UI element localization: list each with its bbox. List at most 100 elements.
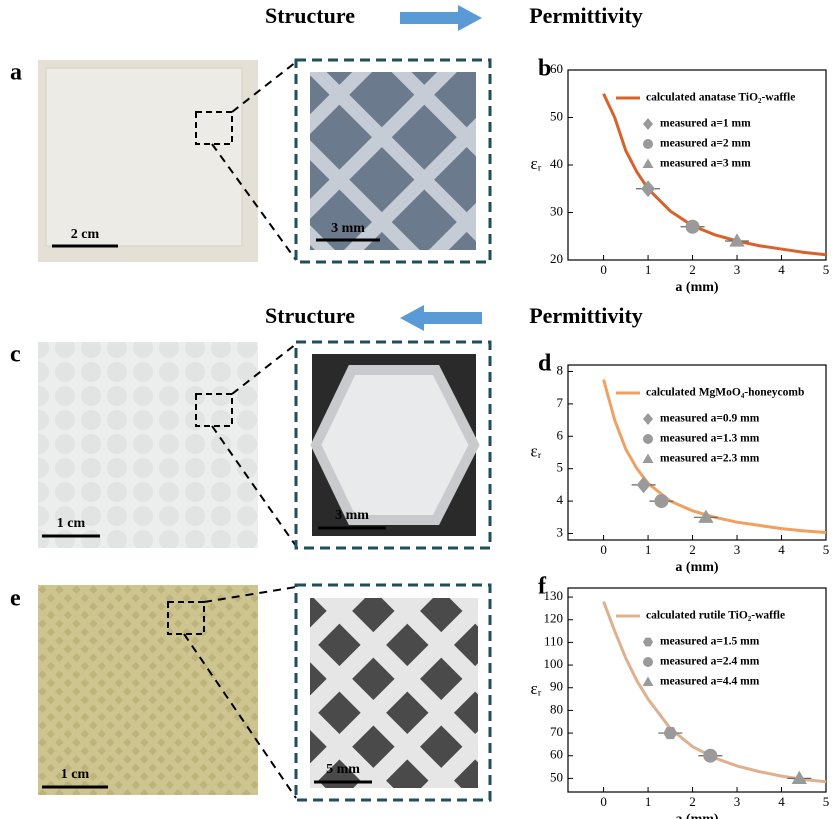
arrow <box>400 305 482 331</box>
marker <box>685 219 700 234</box>
legend-label: measured a=2 mm <box>660 138 751 150</box>
legend-swatch <box>643 657 653 667</box>
y-tick-label: 120 <box>544 611 564 626</box>
x-tick-label: 5 <box>823 262 830 277</box>
y-tick-label: 4 <box>557 492 564 507</box>
photo <box>38 342 258 548</box>
y-tick-label: 3 <box>557 525 564 540</box>
arrow <box>400 5 482 31</box>
legend-label: calculated MgMoO₄-honeycomb <box>646 387 804 399</box>
legend-label: measured a=1.3 mm <box>660 433 760 445</box>
y-axis-label: εᵣ <box>530 154 541 173</box>
zoom-line <box>203 586 297 603</box>
panel-label: d <box>538 351 552 377</box>
zoom-photo <box>310 598 478 788</box>
legend-label: calculated anatase TiO₂-waffle <box>646 92 795 104</box>
x-tick-label: 3 <box>734 262 741 277</box>
x-axis-label: a (mm) <box>675 812 718 819</box>
y-tick-label: 7 <box>557 395 564 410</box>
hexagon <box>310 365 480 525</box>
x-tick-label: 0 <box>600 262 607 277</box>
y-tick-label: 6 <box>557 427 564 442</box>
x-tick-label: 4 <box>778 794 785 809</box>
legend-swatch <box>643 118 653 130</box>
marker <box>641 180 656 198</box>
marker <box>654 494 669 509</box>
header-right: Permittivity <box>529 303 643 328</box>
scale-label: 5 mm <box>326 762 360 777</box>
x-tick-label: 3 <box>734 542 741 557</box>
plot-frame <box>567 587 827 793</box>
legend-label: measured a=2.4 mm <box>660 656 760 668</box>
y-tick-label: 20 <box>550 251 563 266</box>
y-tick-label: 70 <box>550 724 563 739</box>
photo <box>38 585 258 795</box>
y-axis-label: εᵣ <box>530 679 541 698</box>
y-tick-label: 90 <box>550 679 563 694</box>
marker <box>636 476 651 494</box>
x-tick-label: 1 <box>645 794 652 809</box>
x-tick-label: 0 <box>600 794 607 809</box>
y-tick-label: 50 <box>550 769 563 784</box>
legend-label: measured a=2.3 mm <box>660 453 760 465</box>
legend-label: measured a=1 mm <box>660 118 751 130</box>
y-axis-label: εᵣ <box>530 441 541 460</box>
marker <box>698 509 714 523</box>
y-tick-label: 5 <box>557 460 564 475</box>
x-tick-label: 2 <box>689 262 696 277</box>
y-tick-label: 110 <box>544 633 563 648</box>
legend-swatch <box>642 676 654 686</box>
marker <box>729 233 745 247</box>
y-tick-label: 30 <box>550 203 563 218</box>
legend-label: measured a=1.5 mm <box>660 636 760 648</box>
panel-label: c <box>10 342 21 368</box>
panel-label: f <box>538 574 547 600</box>
marker <box>663 727 678 740</box>
legend-label: measured a=4.4 mm <box>660 676 760 688</box>
curve <box>602 601 827 784</box>
legend-swatch <box>643 413 653 425</box>
panel-label: e <box>10 586 21 612</box>
scale-label: 3 mm <box>331 221 365 236</box>
zoom-frame <box>294 583 492 802</box>
header-left: Structure <box>265 303 355 328</box>
legend-label: calculated rutile TiO₂-waffle <box>646 610 785 622</box>
x-tick-label: 0 <box>600 542 607 557</box>
y-tick-label: 8 <box>557 362 564 377</box>
scale-label: 3 mm <box>335 508 369 523</box>
zoom-box <box>195 393 233 427</box>
x-tick-label: 2 <box>689 542 696 557</box>
y-tick-label: 60 <box>550 61 563 76</box>
x-tick-label: 5 <box>823 542 830 557</box>
legend-swatch <box>642 158 654 168</box>
x-tick-label: 4 <box>778 262 785 277</box>
curve <box>602 379 827 535</box>
header-right: Permittivity <box>529 3 643 28</box>
plot-frame <box>567 364 827 541</box>
x-tick-label: 1 <box>645 262 652 277</box>
legend-swatch <box>643 434 653 444</box>
header-left: Structure <box>265 3 355 28</box>
y-tick-label: 50 <box>550 108 563 123</box>
x-axis-label: a (mm) <box>675 560 718 575</box>
header: Structure Permittivity Structure Permitt… <box>265 3 643 331</box>
scale-label: 2 cm <box>71 227 100 242</box>
zoom-line <box>183 633 297 799</box>
legend-label: measured a=0.9 mm <box>660 413 760 425</box>
legend-swatch <box>643 637 653 647</box>
zoom-line <box>211 425 297 547</box>
sample <box>45 67 243 247</box>
y-tick-label: 80 <box>550 701 563 716</box>
scale-label: 1 cm <box>61 767 90 782</box>
x-tick-label: 1 <box>645 542 652 557</box>
zoom-box <box>167 601 205 635</box>
zoom-line <box>211 143 297 261</box>
x-tick-label: 5 <box>823 794 830 809</box>
panel-label: b <box>538 56 551 82</box>
marker <box>791 770 808 784</box>
y-tick-label: 130 <box>544 588 564 603</box>
x-tick-label: 2 <box>689 794 696 809</box>
scale-label: 1 cm <box>57 516 86 531</box>
zoom-photo <box>310 72 476 250</box>
